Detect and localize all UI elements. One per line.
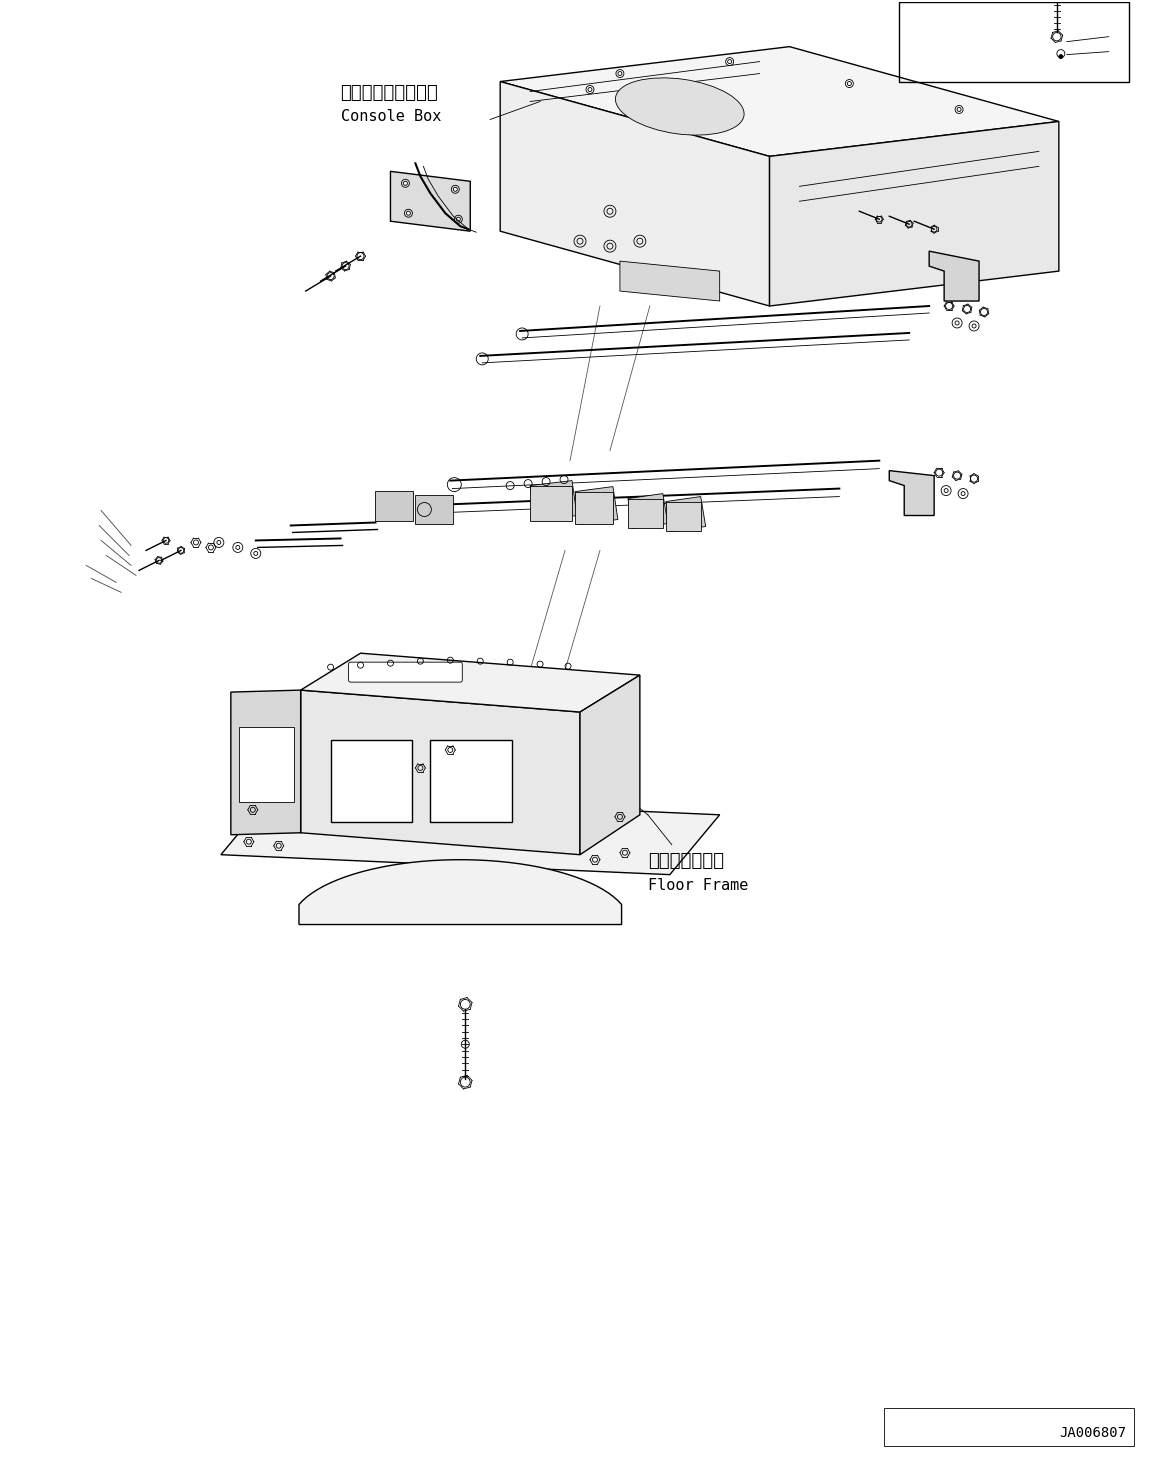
Text: Floor Frame: Floor Frame [648, 877, 748, 892]
Polygon shape [929, 251, 979, 301]
Polygon shape [628, 493, 668, 529]
Polygon shape [221, 794, 720, 875]
Text: フロアフレーム: フロアフレーム [648, 851, 723, 870]
Polygon shape [230, 691, 301, 835]
Polygon shape [575, 492, 613, 524]
Circle shape [406, 212, 411, 215]
Polygon shape [580, 675, 640, 854]
Polygon shape [500, 47, 1058, 156]
Polygon shape [415, 495, 454, 524]
Polygon shape [301, 653, 640, 712]
Bar [884, 1409, 1134, 1447]
Polygon shape [376, 491, 413, 521]
Polygon shape [530, 480, 577, 521]
Polygon shape [575, 486, 618, 524]
Polygon shape [665, 496, 706, 531]
Circle shape [456, 218, 461, 222]
Text: コンソールボックス: コンソールボックス [341, 83, 438, 102]
FancyBboxPatch shape [349, 663, 462, 682]
Text: JA006807: JA006807 [1059, 1426, 1127, 1441]
Bar [238, 727, 294, 802]
Circle shape [957, 108, 961, 111]
Ellipse shape [615, 77, 744, 136]
Text: Console Box: Console Box [341, 110, 441, 124]
Circle shape [454, 187, 457, 191]
Polygon shape [301, 691, 580, 854]
Circle shape [404, 181, 407, 185]
Bar [430, 740, 512, 822]
Polygon shape [890, 470, 934, 515]
Bar [330, 740, 413, 822]
Circle shape [618, 72, 622, 76]
Circle shape [728, 60, 732, 64]
Circle shape [848, 82, 851, 86]
Polygon shape [628, 498, 663, 529]
Polygon shape [391, 171, 470, 231]
Polygon shape [665, 502, 701, 531]
Polygon shape [500, 82, 770, 307]
Polygon shape [299, 860, 621, 924]
Circle shape [1058, 54, 1063, 58]
Polygon shape [770, 121, 1058, 307]
Polygon shape [620, 261, 720, 301]
Polygon shape [530, 486, 572, 521]
Circle shape [588, 88, 592, 92]
